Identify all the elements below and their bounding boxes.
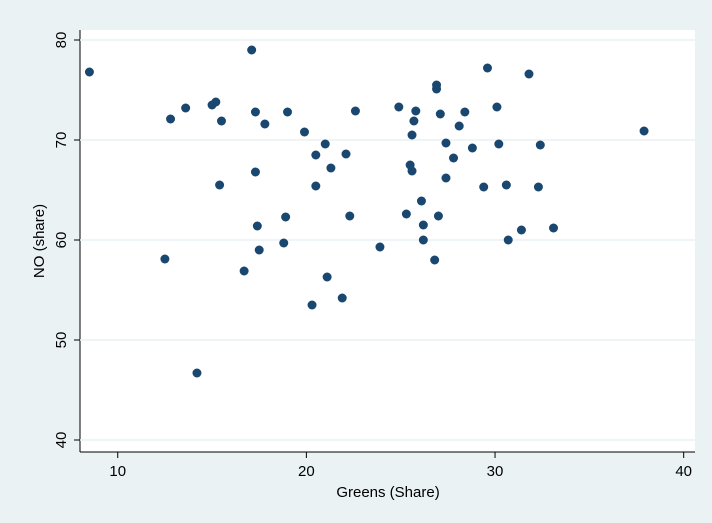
point [407, 166, 417, 176]
point [482, 63, 492, 73]
point [326, 163, 336, 173]
point [433, 211, 443, 221]
point [279, 238, 289, 248]
point [341, 149, 351, 159]
point [211, 97, 221, 107]
point [516, 225, 526, 235]
point [549, 223, 559, 233]
point [283, 107, 293, 117]
point [407, 130, 417, 140]
point [192, 368, 202, 378]
x-tick-label: 10 [109, 463, 126, 480]
point [479, 182, 489, 192]
point [252, 221, 262, 231]
point [250, 107, 260, 117]
plot-area [80, 30, 695, 452]
point [345, 211, 355, 221]
point [524, 69, 534, 79]
point [84, 67, 94, 77]
x-axis-label: Greens (Share) [336, 484, 439, 501]
point [322, 272, 332, 282]
point [467, 143, 477, 153]
point [411, 106, 421, 116]
point [494, 139, 504, 149]
point [254, 245, 264, 255]
point [311, 150, 321, 160]
point [166, 114, 176, 124]
y-tick-label: 50 [53, 332, 70, 349]
y-tick-label: 70 [53, 132, 70, 149]
x-tick-label: 40 [675, 463, 692, 480]
point [454, 121, 464, 131]
point [418, 235, 428, 245]
y-tick-label: 60 [53, 232, 70, 249]
point [639, 126, 649, 136]
point [460, 107, 470, 117]
point [181, 103, 191, 113]
point [533, 182, 543, 192]
point [307, 300, 317, 310]
point [449, 153, 459, 163]
y-tick-label: 80 [53, 32, 70, 49]
point [441, 138, 451, 148]
point [394, 102, 404, 112]
point [375, 242, 385, 252]
y-axis-label: NO (share) [31, 204, 48, 278]
point [350, 106, 360, 116]
point [432, 80, 442, 90]
point [409, 116, 419, 126]
point [260, 119, 270, 129]
point [250, 167, 260, 177]
x-tick-label: 20 [298, 463, 315, 480]
point [311, 181, 321, 191]
point [416, 196, 426, 206]
point [401, 209, 411, 219]
x-tick-label: 30 [487, 463, 504, 480]
point [247, 45, 257, 55]
point [160, 254, 170, 264]
point [239, 266, 249, 276]
point [216, 116, 226, 126]
point [492, 102, 502, 112]
point [299, 127, 309, 137]
point [418, 220, 428, 230]
point [435, 109, 445, 119]
point [215, 180, 225, 190]
point [320, 139, 330, 149]
point [503, 235, 513, 245]
point [535, 140, 545, 150]
point [441, 173, 451, 183]
point [337, 293, 347, 303]
point [501, 180, 511, 190]
point [281, 212, 291, 222]
point [430, 255, 440, 265]
y-tick-label: 40 [53, 432, 70, 449]
